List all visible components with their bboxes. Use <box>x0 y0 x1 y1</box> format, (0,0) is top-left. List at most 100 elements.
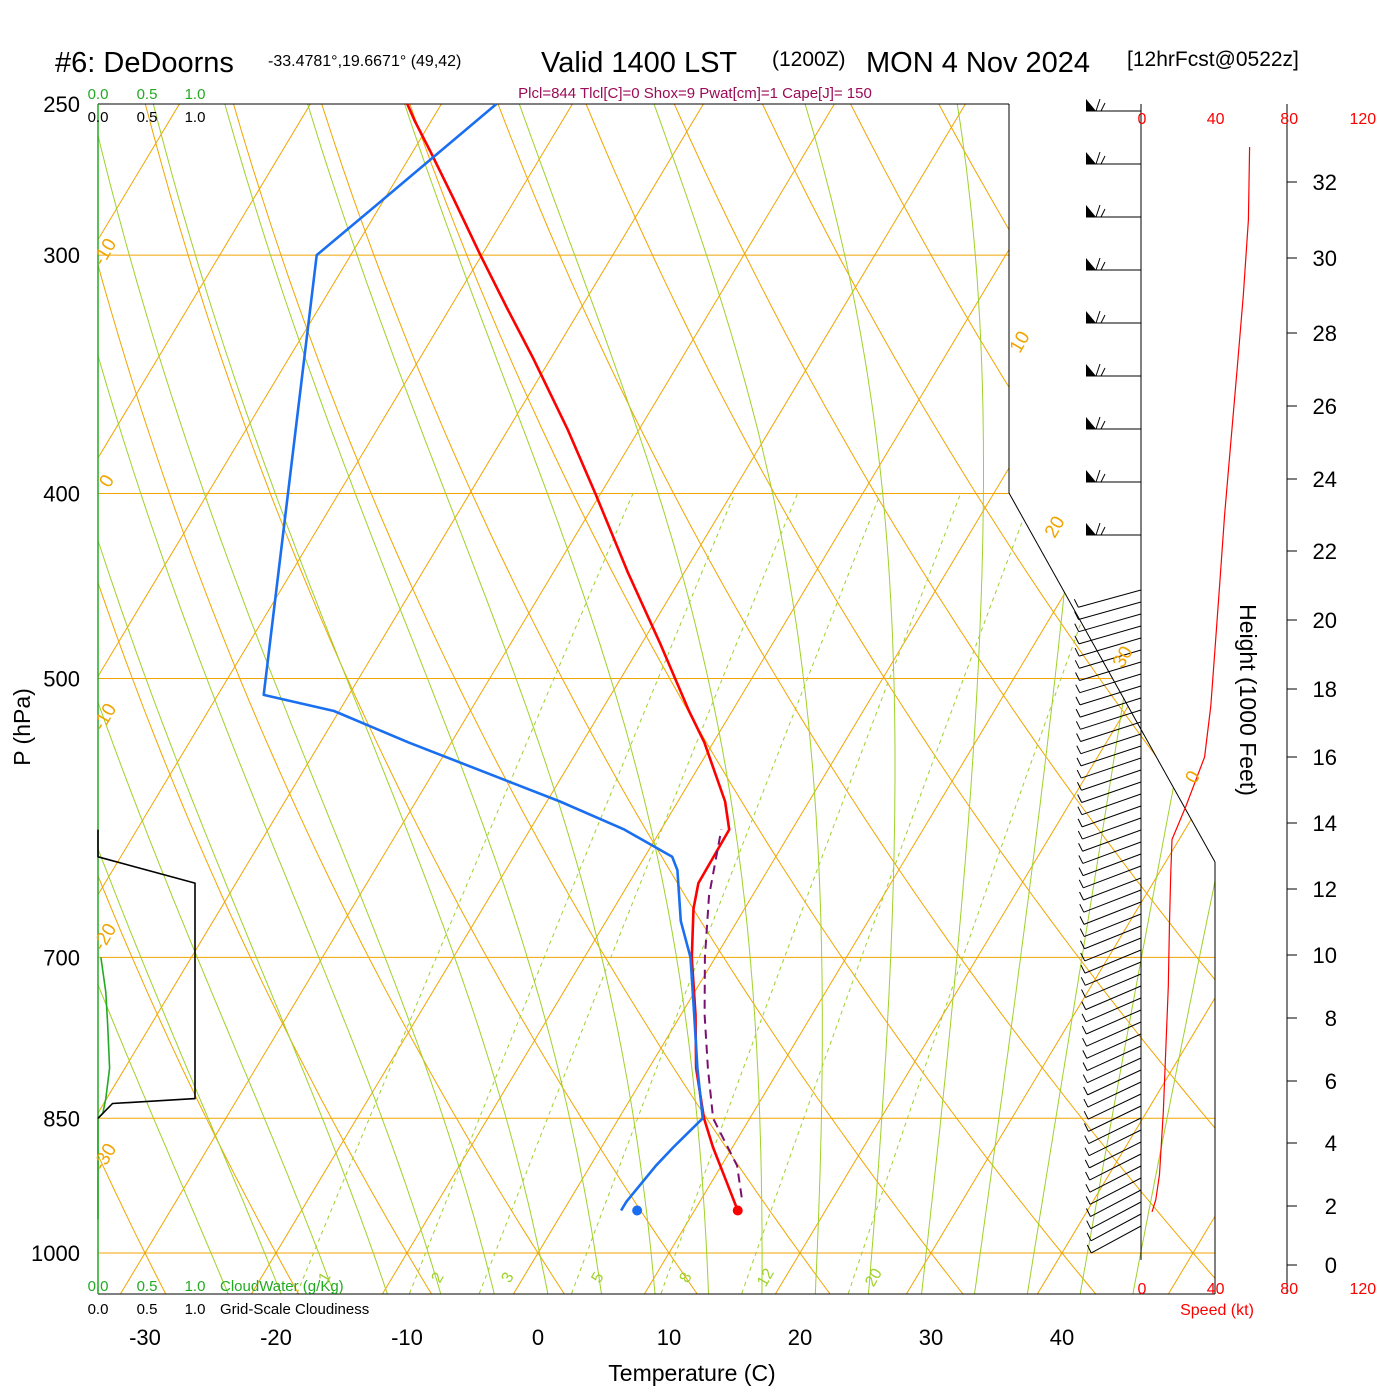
dry-adiabat <box>98 104 446 1294</box>
mixing-ratio-label: 8 <box>677 1270 696 1286</box>
temperature-profile <box>406 103 739 1211</box>
y-axis-label: P (hPa) <box>9 688 35 766</box>
station-coords: -33.4781°,19.6671° (49,42) <box>268 53 461 70</box>
mixing-ratio-line <box>741 493 1034 1294</box>
mixing-ratio-line <box>478 493 798 1294</box>
dry-adiabat <box>136 104 714 1294</box>
wind-barb <box>1086 469 1141 483</box>
dry-adiabat <box>397 104 1116 1294</box>
wind-barb <box>1083 1081 1142 1108</box>
temperature-tick-label: 20 <box>788 1325 812 1350</box>
pressure-tick-label: 850 <box>43 1106 80 1131</box>
isotherm-label: -10 <box>89 235 121 269</box>
temperature-axis-ticks: -30 -20 -10 0 10 20 30 40 <box>129 1325 1074 1350</box>
dry-adiabat <box>1357 70 1400 1317</box>
wind-barb <box>1077 781 1142 803</box>
moist-adiabat <box>98 104 291 1294</box>
height-tick-label: 8 <box>1325 1006 1337 1031</box>
temperature-tick-label: -30 <box>129 1325 161 1350</box>
wind-barb <box>1086 257 1141 271</box>
wind-barb <box>1074 613 1142 633</box>
wind-barb <box>1076 757 1142 779</box>
mixing-ratio-label: 12 <box>754 1266 778 1290</box>
height-tick-label: 20 <box>1313 608 1337 633</box>
dry-adiabat <box>1007 104 1215 1294</box>
isotherm-line <box>892 104 1215 1294</box>
cloudiness-profile <box>97 829 196 1119</box>
wind-barb <box>1083 1105 1142 1132</box>
wind-barb <box>1085 1153 1142 1181</box>
wind-barb <box>1086 204 1141 218</box>
wind-barb <box>1080 949 1142 974</box>
wind-barb <box>1086 416 1141 430</box>
wind-barb <box>1078 829 1142 852</box>
mixing-ratio-line <box>409 493 736 1294</box>
dry-adiabat <box>571 104 1215 1294</box>
wind-barb <box>1086 522 1141 536</box>
mixing-ratio-line <box>296 493 634 1294</box>
height-tick-label: 32 <box>1313 170 1337 195</box>
wind-barb <box>1080 937 1142 962</box>
pressure-tick-label: 700 <box>43 945 80 970</box>
wind-barb <box>1086 310 1141 324</box>
pressure-tick-label: 250 <box>43 92 80 117</box>
height-tick-label: 14 <box>1313 811 1337 836</box>
cloudwater-tick-label: 0.5 <box>137 1278 158 1295</box>
moist-adiabat <box>641 104 823 1294</box>
wind-barb <box>1078 865 1142 889</box>
wind-barb <box>1075 697 1142 718</box>
height-tick-label: 10 <box>1313 943 1337 968</box>
moist-adiabat <box>98 104 239 1294</box>
dry-adiabat <box>746 104 1215 1294</box>
height-tick-label: 6 <box>1325 1069 1337 1094</box>
moist-adiabat <box>506 104 763 1294</box>
isotherm-label: -20 <box>89 920 121 954</box>
cloudiness-label: Grid-Scale Cloudiness <box>220 1301 369 1318</box>
wind-barb <box>1086 1201 1142 1230</box>
wind-barb <box>1085 1189 1142 1217</box>
forecast-label: [12hrFcst@0522z] <box>1127 48 1299 71</box>
cloudiness-tick-label: 0.5 <box>137 109 158 126</box>
temperature-tick-label: 10 <box>657 1325 681 1350</box>
temperature-tick-label: -20 <box>260 1325 292 1350</box>
cloudwater-profile <box>97 957 111 1220</box>
sounding-params: Plcl=844 Tlcl[C]=0 Shox=9 Pwat[cm]=1 Cap… <box>518 85 872 102</box>
wind-barb <box>1081 985 1142 1011</box>
moist-adiabat <box>144 104 553 1294</box>
isotherm-line <box>1023 104 1215 1294</box>
wind-barbs <box>1073 98 1142 1254</box>
height-tick-label: 16 <box>1313 745 1337 770</box>
moist-adiabat <box>98 104 448 1294</box>
isotherm-label: 0 <box>95 471 118 491</box>
wind-barb <box>1080 925 1142 950</box>
wind-barb <box>1086 363 1141 377</box>
wind-barb <box>1075 673 1142 694</box>
isotherm-line <box>98 104 725 1294</box>
speed-tick-label: 120 <box>1349 1281 1376 1298</box>
station-title: #6: DeDoorns <box>55 47 234 79</box>
wind-barb <box>1084 1129 1142 1157</box>
temperature-tick-label: -10 <box>391 1325 423 1350</box>
wind-barb <box>1086 1213 1142 1242</box>
isotherm-line <box>368 104 1118 1294</box>
temperature-tick-label: 30 <box>919 1325 943 1350</box>
isotherm-label: -10 <box>89 700 121 734</box>
speed-tick-label: 0 <box>1138 1281 1147 1298</box>
wind-barb <box>1074 601 1142 620</box>
cloudwater-tick-label: 0.5 <box>137 86 158 103</box>
wind-barb <box>1077 793 1142 816</box>
cloudiness-tick-label: 1.0 <box>185 1301 206 1318</box>
wind-barb <box>1079 901 1142 925</box>
moist-adiabat <box>98 104 396 1294</box>
moist-adiabat <box>970 104 1093 1294</box>
wind-barb <box>1082 1045 1142 1071</box>
wind-barb <box>1075 661 1142 681</box>
speed-tick-label: 120 <box>1349 111 1376 128</box>
dewpoint-profile <box>262 103 705 1212</box>
isotherm-label: 10 <box>1006 328 1035 357</box>
height-tick-label: 4 <box>1325 1131 1337 1156</box>
speed-tick-label: 40 <box>1207 111 1225 128</box>
